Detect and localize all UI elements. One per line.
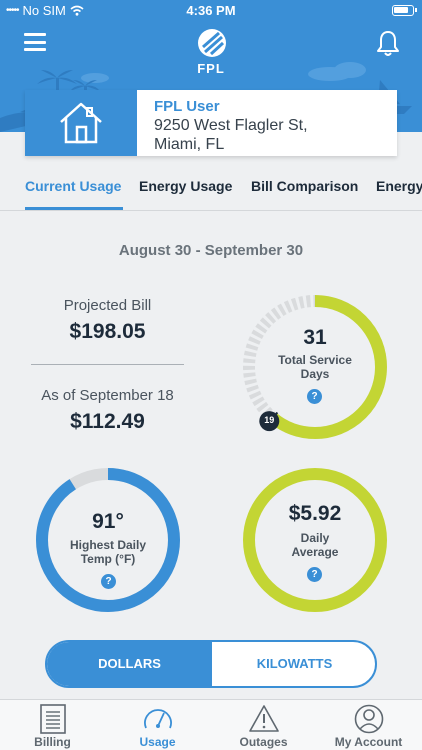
as-of-label: As of September 18 — [41, 387, 174, 404]
signal-dots-icon: ••••• — [6, 5, 19, 16]
bell-icon[interactable] — [376, 30, 400, 58]
fpl-logo-mark-icon — [198, 29, 226, 57]
wifi-icon — [70, 5, 84, 16]
hamburger-menu-icon[interactable] — [24, 33, 46, 51]
service-days-gauge[interactable]: 19 31 Total Service Days ? — [237, 289, 393, 445]
fpl-logo: FPL — [187, 28, 235, 80]
projected-bill-label: Projected Bill — [63, 297, 152, 314]
tab-energy-usage[interactable]: Energy Usage — [139, 178, 233, 194]
nav-outages-label: Outages — [239, 735, 288, 749]
dollars-toggle-button[interactable]: DOLLARS — [47, 642, 212, 686]
bottom-navigation: Billing Usage Outages My Account — [0, 699, 422, 750]
nav-usage[interactable]: Usage — [105, 700, 210, 750]
billing-document-icon — [40, 704, 66, 734]
highest-temp-value: 91° — [92, 510, 124, 533]
daily-average-gauge[interactable]: $5.92 Daily Average ? — [237, 462, 393, 618]
status-bar: ••••• No SIM 4:36 PM — [0, 0, 422, 22]
tab-bill-comparison[interactable]: Bill Comparison — [251, 178, 359, 194]
battery-icon — [392, 5, 417, 16]
account-name: FPL User — [154, 98, 220, 115]
daily-average-value: $5.92 — [288, 502, 342, 525]
service-days-label-2: Days — [300, 367, 330, 381]
usage-tabs: Current Usage Energy Usage Bill Comparis… — [0, 166, 422, 211]
active-tab-indicator — [25, 207, 123, 210]
units-toggle: DOLLARS KILOWATTS — [45, 640, 377, 688]
carrier-label: No SIM — [22, 3, 66, 18]
daily-average-help-icon[interactable]: ? — [307, 567, 322, 582]
tab-current-usage[interactable]: Current Usage — [25, 178, 122, 194]
current-day-value: 19 — [264, 415, 275, 426]
status-time: 4:36 PM — [186, 3, 236, 18]
highest-temp-ring — [36, 468, 180, 612]
projected-bill-value: $198.05 — [69, 320, 146, 343]
account-address-line2: Miami, FL — [154, 136, 225, 153]
warning-icon — [249, 705, 279, 732]
daily-average-label-1: Daily — [300, 531, 330, 545]
house-icon — [60, 102, 102, 144]
highest-temp-progress-arc — [36, 468, 180, 612]
stats-divider — [31, 364, 184, 365]
service-days-value: 31 — [303, 326, 327, 349]
service-days-label-1: Total Service — [278, 353, 352, 367]
nav-usage-label: Usage — [139, 735, 176, 749]
current-day-marker — [259, 411, 280, 432]
as-of-value: $112.49 — [70, 410, 145, 433]
nav-outages[interactable]: Outages — [211, 700, 316, 750]
nav-my-account[interactable]: My Account — [316, 700, 421, 750]
service-days-ring — [243, 295, 387, 439]
service-days-help-icon[interactable]: ? — [307, 389, 322, 404]
account-address-line1: 9250 West Flagler St, — [154, 117, 308, 134]
highest-temp-label-1: Highest Daily — [69, 538, 147, 552]
home-icon-box — [25, 90, 137, 156]
nav-billing[interactable]: Billing — [0, 700, 105, 750]
highest-temp-help-icon[interactable]: ? — [101, 574, 116, 589]
tab-energy[interactable]: Energy — [376, 178, 422, 194]
speedometer-icon — [144, 709, 172, 729]
service-days-progress-arc — [243, 295, 387, 439]
highest-temp-gauge[interactable]: 91° Highest Daily Temp (°F) ? — [30, 462, 186, 618]
logo-text: FPL — [197, 61, 225, 76]
nav-billing-label: Billing — [34, 735, 71, 749]
account-card[interactable]: FPL User 9250 West Flagler St, Miami, FL — [25, 90, 397, 156]
person-icon — [354, 704, 384, 734]
kilowatts-toggle-button[interactable]: KILOWATTS — [256, 656, 333, 671]
daily-average-ring — [243, 468, 387, 612]
highest-temp-label-2: Temp (°F) — [80, 552, 136, 566]
billing-period: August 30 - September 30 — [118, 242, 304, 259]
nav-my-account-label: My Account — [334, 735, 403, 749]
daily-average-label-2: Average — [291, 545, 339, 559]
